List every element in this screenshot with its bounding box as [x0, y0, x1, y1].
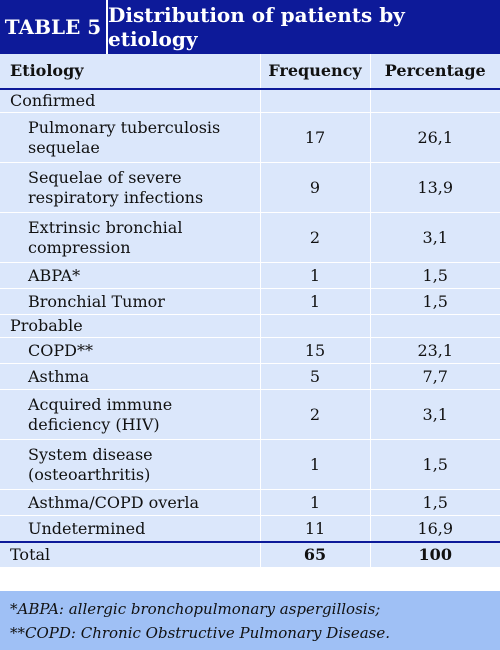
frequency-cell: 2 — [259, 212, 370, 263]
header-percentage: Percentage — [369, 54, 500, 90]
total-percentage: 100 — [369, 541, 500, 567]
group-label: Probable — [0, 314, 260, 338]
table-row: Acquired immune deficiency (HIV) 2 3,1 — [0, 389, 500, 440]
footnote-copd: **COPD: Chronic Obstructive Pulmonary Di… — [10, 624, 390, 642]
table-row: System disease (osteoarthritis) 1 1,5 — [0, 439, 500, 490]
group-label: Confirmed — [0, 89, 260, 113]
group-row-probable: Probable — [0, 314, 500, 338]
percentage-cell: 1,5 — [369, 489, 500, 516]
etiology-cell: Undetermined — [0, 515, 260, 543]
total-label: Total — [0, 541, 260, 567]
frequency-cell: 1 — [259, 489, 370, 516]
header-row: Etiology Frequency Percentage — [0, 54, 500, 90]
table-number: TABLE 5 — [0, 0, 108, 54]
table-row: Undetermined 11 16,9 — [0, 515, 500, 543]
etiology-cell: Acquired immune deficiency (HIV) — [0, 389, 260, 440]
etiology-cell: Extrinsic bronchial compression — [0, 212, 260, 263]
table-banner: TABLE 5 Distribution of patients by etio… — [0, 0, 500, 54]
percentage-cell: 1,5 — [369, 262, 500, 289]
table-row: Pulmonary tuberculosis sequelae 17 26,1 — [0, 112, 500, 163]
frequency-cell: 1 — [259, 288, 370, 315]
footnote-abpa: *ABPA: allergic bronchopulmonary aspergi… — [10, 600, 381, 618]
group-row-confirmed: Confirmed — [0, 89, 500, 113]
table-row: Sequelae of severe respiratory infection… — [0, 162, 500, 213]
percentage-cell: 13,9 — [369, 162, 500, 213]
total-row: Total 65 100 — [0, 541, 500, 567]
table-row: Asthma/COPD overla 1 1,5 — [0, 489, 500, 516]
percentage-cell: 1,5 — [369, 288, 500, 315]
frequency-cell: 2 — [259, 389, 370, 440]
table-row: Asthma 5 7,7 — [0, 363, 500, 390]
frequency-cell: 11 — [259, 515, 370, 543]
table-title: Distribution of patients by etiology — [108, 3, 405, 51]
frequency-cell: 17 — [259, 112, 370, 163]
frequency-cell: 9 — [259, 162, 370, 213]
etiology-cell: Bronchial Tumor — [0, 288, 260, 315]
etiology-cell: Asthma — [0, 363, 260, 390]
percentage-cell: 3,1 — [369, 389, 500, 440]
percentage-cell: 1,5 — [369, 439, 500, 490]
total-frequency: 65 — [259, 541, 370, 567]
table-row: Bronchial Tumor 1 1,5 — [0, 288, 500, 315]
table-footnotes: *ABPA: allergic bronchopulmonary aspergi… — [0, 591, 500, 650]
percentage-cell: 26,1 — [369, 112, 500, 163]
frequency-cell: 1 — [259, 262, 370, 289]
etiology-cell: Pulmonary tuberculosis sequelae — [0, 112, 260, 163]
header-frequency: Frequency — [259, 54, 370, 90]
header-etiology: Etiology — [0, 54, 260, 90]
etiology-cell: ABPA* — [0, 262, 260, 289]
etiology-cell: Asthma/COPD overla — [0, 489, 260, 516]
etiology-cell: System disease (osteoarthritis) — [0, 439, 260, 490]
frequency-cell: 1 — [259, 439, 370, 490]
frequency-cell: 15 — [259, 337, 370, 364]
etiology-cell: COPD** — [0, 337, 260, 364]
percentage-cell: 23,1 — [369, 337, 500, 364]
table-row: COPD** 15 23,1 — [0, 337, 500, 364]
frequency-cell: 5 — [259, 363, 370, 390]
percentage-cell: 3,1 — [369, 212, 500, 263]
table-row: ABPA* 1 1,5 — [0, 262, 500, 289]
etiology-cell: Sequelae of severe respiratory infection… — [0, 162, 260, 213]
etiology-table: Etiology Frequency Percentage Confirmed … — [0, 54, 500, 567]
percentage-cell: 16,9 — [369, 515, 500, 543]
percentage-cell: 7,7 — [369, 363, 500, 390]
table-row: Extrinsic bronchial compression 2 3,1 — [0, 212, 500, 263]
